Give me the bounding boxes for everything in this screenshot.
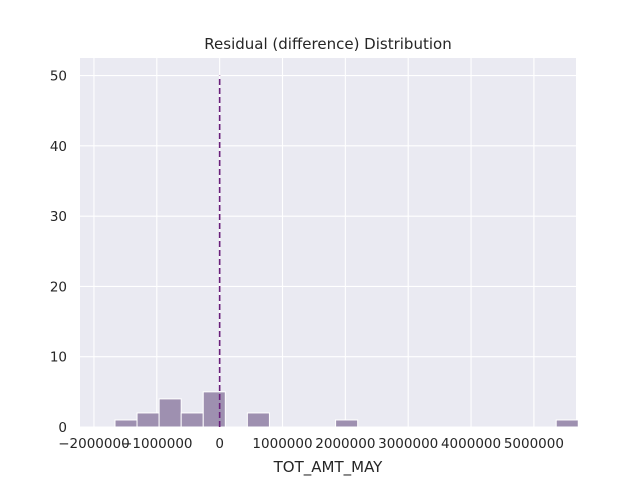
histogram-bars (114, 391, 579, 428)
histogram-bar (246, 412, 270, 428)
x-tick-label: 3000000 (378, 436, 438, 452)
y-tick-label: 0 (58, 420, 67, 436)
y-tick-label: 10 (50, 350, 67, 366)
histogram-bar (158, 398, 182, 428)
histogram-bar (136, 412, 160, 428)
histogram-bar (555, 419, 579, 428)
x-tick-label: 5000000 (504, 436, 564, 452)
y-tick-label: 30 (50, 209, 67, 225)
y-tick-label: 50 (50, 69, 67, 85)
histogram-bar (202, 391, 226, 428)
histogram-bar (180, 412, 204, 428)
x-tick-label: 2000000 (315, 436, 375, 452)
histogram-bar (335, 419, 359, 428)
y-tick-label: 40 (50, 139, 67, 155)
y-tick-label: 20 (50, 279, 67, 295)
plot-area (80, 58, 576, 427)
x-axis-label: TOT_AMT_MAY (273, 458, 384, 477)
x-tick-label: 1000000 (252, 436, 312, 452)
x-tick-label: 4000000 (441, 436, 501, 452)
x-tick-label: −1000000 (121, 436, 192, 452)
histogram-bar (114, 419, 138, 428)
y-axis-ticks: 0 10 20 30 40 50 (50, 69, 67, 436)
chart-title: Residual (difference) Distribution (204, 35, 451, 53)
x-tick-label: 0 (215, 436, 224, 452)
grid (80, 58, 576, 428)
x-tick-label: −2000000 (58, 436, 129, 452)
x-axis-ticks: −2000000−1000000 0 1000000 2000000 3000000 40… (58, 436, 564, 452)
